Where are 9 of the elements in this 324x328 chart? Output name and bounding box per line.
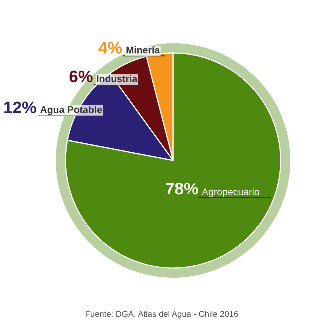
slice-label: Industria xyxy=(97,75,138,82)
slice-label: Agua Potable xyxy=(40,106,102,116)
data-label: 4% xyxy=(98,42,122,54)
source-note: Fuente: DGA, Atlas del Agua - Chile 2016 xyxy=(86,310,238,319)
slice-label: Agropecuario xyxy=(202,188,260,198)
data-label: 6% xyxy=(70,70,93,83)
data-label: 78% xyxy=(166,182,198,195)
slice-label: Minería xyxy=(126,46,160,54)
data-label: 12% xyxy=(4,102,36,114)
